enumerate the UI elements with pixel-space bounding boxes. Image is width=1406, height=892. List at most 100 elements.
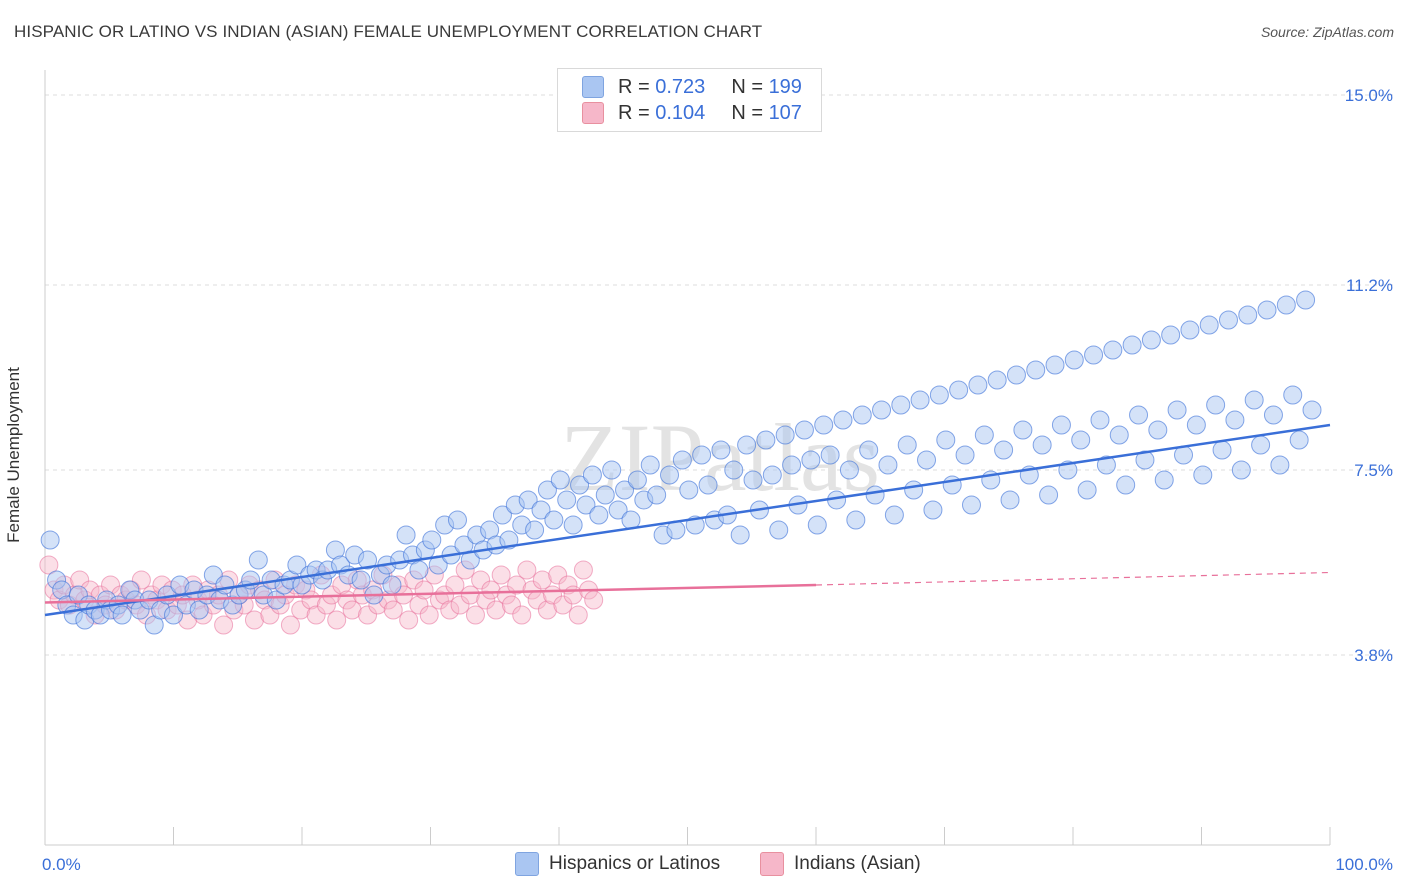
legend-n-label: N = xyxy=(731,101,763,124)
data-point-hispanics xyxy=(929,385,949,405)
data-point-hispanics xyxy=(1026,360,1046,380)
data-point-indians xyxy=(465,605,485,625)
data-point-hispanics xyxy=(647,485,667,505)
data-point-indians xyxy=(568,605,588,625)
data-point-hispanics xyxy=(266,590,286,610)
data-point-hispanics xyxy=(112,605,132,625)
data-point-hispanics xyxy=(833,410,853,430)
data-point-hispanics xyxy=(1039,485,1059,505)
data-point-hispanics xyxy=(1006,365,1026,385)
y-tick-labels: 3.8% 7.5% 11.2% 15.0% xyxy=(1345,86,1393,665)
data-point-indians xyxy=(476,590,496,610)
data-point-hispanics xyxy=(910,390,930,410)
data-point-hispanics xyxy=(189,600,209,620)
data-point-hispanics xyxy=(814,415,834,435)
data-point-hispanics xyxy=(846,510,866,530)
data-point-hispanics xyxy=(852,405,872,425)
data-point-hispanics xyxy=(859,440,879,460)
data-point-hispanics xyxy=(737,435,757,455)
legend-r-label: R = xyxy=(618,101,650,124)
data-point-hispanics xyxy=(248,550,268,570)
data-point-hispanics xyxy=(164,605,183,625)
data-point-hispanics xyxy=(949,380,969,400)
data-point-hispanics xyxy=(1077,480,1097,500)
data-point-hispanics xyxy=(692,445,712,465)
data-point-hispanics xyxy=(396,525,416,545)
data-point-indians xyxy=(429,590,449,610)
data-point-hispanics xyxy=(422,530,442,550)
data-point-hispanics xyxy=(1180,320,1200,340)
legend-n-label: N = xyxy=(731,75,763,98)
data-point-hispanics xyxy=(1263,405,1283,425)
data-point-hispanics xyxy=(1212,440,1232,460)
data-point-hispanics xyxy=(1225,410,1245,430)
data-point-indians xyxy=(419,605,439,625)
data-point-hispanics xyxy=(994,440,1014,460)
data-point-hispanics xyxy=(762,465,782,485)
data-point-hispanics xyxy=(615,480,635,500)
data-point-indians xyxy=(553,595,573,615)
data-point-hispanics xyxy=(904,480,924,500)
data-point-indians xyxy=(481,580,501,600)
trend-lines xyxy=(44,423,1331,617)
data-point-hispanics xyxy=(1032,435,1052,455)
data-point-hispanics xyxy=(891,395,911,415)
data-point-hispanics xyxy=(1109,425,1129,445)
data-point-hispanics xyxy=(409,560,429,580)
bottom-legend: Hispanics or Latinos Indians (Asian) xyxy=(0,852,1406,878)
data-point-hispanics xyxy=(1251,435,1271,455)
data-point-hispanics xyxy=(987,370,1007,390)
data-point-hispanics xyxy=(1302,400,1322,420)
data-point-indians xyxy=(471,570,491,590)
data-point-hispanics xyxy=(1071,430,1091,450)
data-point-hispanics xyxy=(1193,465,1213,485)
data-point-indians xyxy=(358,605,378,625)
data-point-indians xyxy=(507,575,527,595)
data-point-indians xyxy=(537,600,557,620)
data-point-hispanics xyxy=(1090,410,1110,430)
data-point-hispanics xyxy=(820,445,840,465)
data-point-indians xyxy=(491,565,511,585)
data-point-hispanics xyxy=(679,480,699,500)
data-point-indians xyxy=(342,600,362,620)
data-point-hispanics xyxy=(1135,450,1155,470)
x-tick-labels: 0.0% 100.0% xyxy=(42,855,1393,874)
data-point-hispanics xyxy=(525,520,545,540)
data-point-hispanics xyxy=(1084,345,1104,365)
data-point-hispanics xyxy=(1244,390,1264,410)
y-tick-label: 15.0% xyxy=(1345,86,1393,105)
data-point-hispanics xyxy=(358,550,378,570)
data-point-indians xyxy=(39,555,59,575)
data-point-hispanics xyxy=(955,445,975,465)
data-point-hispanics xyxy=(640,455,660,475)
data-point-hispanics xyxy=(1218,310,1238,330)
data-point-hispanics xyxy=(351,570,371,590)
data-point-indians xyxy=(532,570,552,590)
data-point-indians xyxy=(440,600,460,620)
data-point-hispanics xyxy=(724,460,744,480)
legend-row-hispanics: R = 0.723 N = 199 xyxy=(582,75,802,99)
legend-swatch-blue xyxy=(515,852,539,876)
data-point-indians xyxy=(214,615,234,635)
data-point-hispanics xyxy=(1238,305,1258,325)
data-point-hispanics xyxy=(923,500,943,520)
data-point-hispanics xyxy=(878,455,898,475)
y-axis-label: Female Unemployment xyxy=(4,367,23,543)
data-point-hispanics xyxy=(1231,460,1251,480)
data-point-hispanics xyxy=(1270,455,1290,475)
stats-legend: R = 0.723 N = 199 R = 0.104 N = 107 xyxy=(557,68,822,132)
data-point-hispanics xyxy=(672,450,692,470)
data-point-hispanics xyxy=(492,505,512,525)
data-point-hispanics xyxy=(1000,490,1020,510)
trend-line-indians-projection xyxy=(815,571,1331,586)
legend-swatch-blue xyxy=(582,76,604,98)
data-point-hispanics xyxy=(447,510,467,530)
data-point-indians xyxy=(383,600,403,620)
data-point-hispanics xyxy=(1013,420,1033,440)
data-point-hispanics xyxy=(544,510,564,530)
data-point-hispanics xyxy=(382,575,402,595)
data-point-hispanics xyxy=(794,420,814,440)
data-point-hispanics xyxy=(563,515,583,535)
axes xyxy=(44,70,1331,846)
